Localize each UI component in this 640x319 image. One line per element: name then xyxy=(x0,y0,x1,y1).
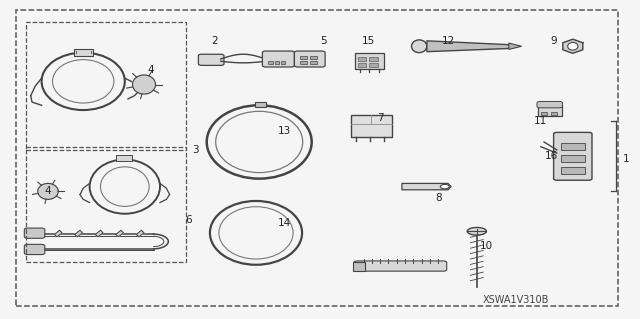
Bar xyxy=(541,112,547,115)
Polygon shape xyxy=(427,41,515,52)
Ellipse shape xyxy=(467,227,486,235)
Text: 14: 14 xyxy=(278,218,291,228)
FancyBboxPatch shape xyxy=(24,228,45,238)
Polygon shape xyxy=(402,183,451,190)
Bar xyxy=(561,167,585,174)
Text: 12: 12 xyxy=(442,36,454,47)
Text: 3: 3 xyxy=(192,145,198,155)
Bar xyxy=(369,57,378,61)
Text: 10: 10 xyxy=(480,241,493,251)
Ellipse shape xyxy=(568,42,578,50)
Polygon shape xyxy=(54,230,62,237)
Bar xyxy=(353,262,365,271)
Bar xyxy=(275,61,279,64)
Text: 15: 15 xyxy=(362,36,374,47)
Bar xyxy=(300,61,307,64)
Bar xyxy=(358,57,366,61)
Bar xyxy=(561,155,585,162)
Text: 4: 4 xyxy=(147,65,154,75)
Bar xyxy=(310,56,317,59)
FancyBboxPatch shape xyxy=(554,132,592,180)
Polygon shape xyxy=(509,43,522,49)
Ellipse shape xyxy=(412,40,427,53)
FancyBboxPatch shape xyxy=(537,101,563,108)
Polygon shape xyxy=(563,39,583,53)
Polygon shape xyxy=(136,230,144,237)
Bar xyxy=(351,115,392,137)
Text: 6: 6 xyxy=(186,215,192,225)
Polygon shape xyxy=(95,230,103,237)
Text: 2: 2 xyxy=(211,36,218,47)
Bar xyxy=(255,102,266,107)
Text: 8: 8 xyxy=(435,193,442,203)
Bar xyxy=(74,49,93,56)
Polygon shape xyxy=(132,75,156,94)
FancyBboxPatch shape xyxy=(24,244,45,255)
Bar xyxy=(369,63,378,67)
Bar xyxy=(310,61,317,64)
FancyBboxPatch shape xyxy=(198,54,224,65)
Text: 5: 5 xyxy=(320,36,326,47)
Text: 1: 1 xyxy=(623,154,629,165)
Text: 11: 11 xyxy=(534,116,547,126)
Bar xyxy=(26,22,186,150)
Bar xyxy=(281,61,285,64)
Text: 4: 4 xyxy=(45,186,51,197)
Text: 13: 13 xyxy=(278,126,291,136)
FancyBboxPatch shape xyxy=(294,51,325,67)
Bar xyxy=(26,147,186,262)
Polygon shape xyxy=(116,230,124,237)
Bar xyxy=(268,61,273,64)
Text: 9: 9 xyxy=(550,36,557,47)
FancyBboxPatch shape xyxy=(262,51,294,67)
FancyBboxPatch shape xyxy=(354,261,447,271)
Bar xyxy=(551,112,557,115)
Text: 7: 7 xyxy=(378,113,384,123)
Ellipse shape xyxy=(440,184,449,189)
Bar xyxy=(358,63,366,67)
Text: 16: 16 xyxy=(545,151,558,161)
Text: XSWA1V310B: XSWA1V310B xyxy=(483,295,550,305)
Polygon shape xyxy=(75,230,83,237)
Bar xyxy=(355,53,384,69)
Bar xyxy=(538,106,562,116)
Polygon shape xyxy=(38,183,58,199)
Bar xyxy=(561,143,585,150)
Bar xyxy=(300,56,307,59)
Bar xyxy=(116,155,132,161)
